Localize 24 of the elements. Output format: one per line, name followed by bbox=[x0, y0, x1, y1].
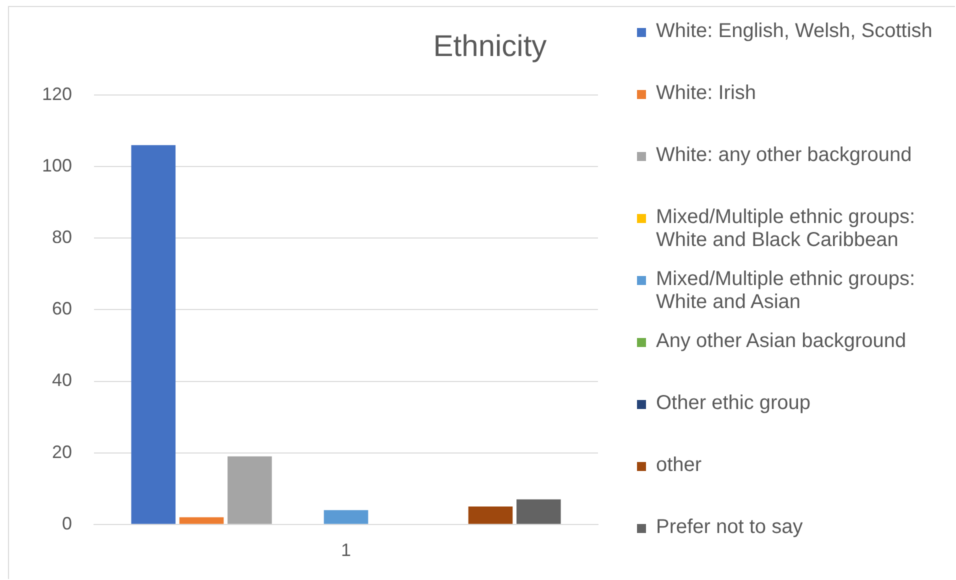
bar bbox=[468, 506, 513, 524]
legend-label: other bbox=[656, 454, 702, 477]
chart-title: Ethnicity bbox=[432, 30, 548, 64]
y-tick-label: 100 bbox=[42, 156, 72, 176]
y-tick-label: 120 bbox=[42, 84, 72, 104]
bar bbox=[131, 145, 176, 524]
legend-label: White: any other background bbox=[656, 144, 912, 167]
y-tick-label: 60 bbox=[52, 298, 72, 319]
legend-label: White: Irish bbox=[656, 82, 756, 105]
legend-label: Mixed/Multiple ethnic groups: White and Black Caribbean bbox=[656, 206, 916, 252]
y-tick-label: 20 bbox=[52, 442, 72, 462]
y-tick-label: 40 bbox=[52, 370, 72, 390]
y-tick-label: 80 bbox=[52, 227, 72, 248]
legend-label: Other ethic group bbox=[656, 392, 811, 415]
x-tick-label: 1 bbox=[341, 540, 352, 560]
y-tick-label: 0 bbox=[62, 513, 72, 534]
bar bbox=[179, 517, 224, 524]
legend-label: Prefer not to say bbox=[656, 516, 803, 539]
bar bbox=[516, 499, 561, 524]
bar bbox=[324, 510, 368, 524]
bar bbox=[228, 456, 272, 524]
legend-label: Any other Asian background bbox=[656, 330, 906, 353]
legend-label: Mixed/Multiple ethnic groups: White and Asian bbox=[656, 268, 916, 314]
legend-label: White: English, Welsh, Scottish bbox=[656, 20, 932, 43]
